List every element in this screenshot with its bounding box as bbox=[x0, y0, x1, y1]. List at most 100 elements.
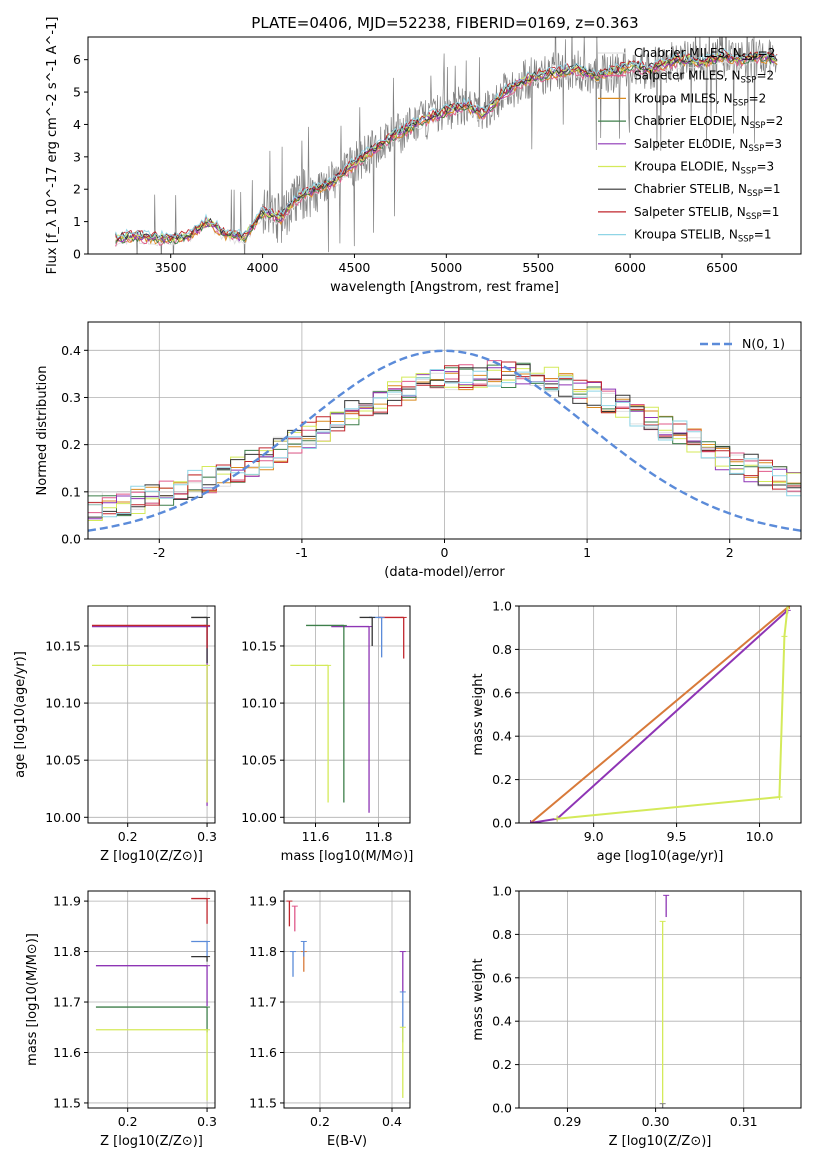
y-axis-label: mass weight bbox=[471, 958, 486, 1040]
legend-suffix: =2 bbox=[766, 114, 784, 128]
age-vs-mass-panel: 11.6 11.8 10.00 10.05 10.10 10.15 mass [log10(… bbox=[241, 605, 414, 864]
legend-entry-label: Salpeter MILES, NSSP=2 bbox=[634, 69, 774, 86]
y-tick-label: 11.9 bbox=[53, 894, 81, 909]
x-axis-label: (data-model)/error bbox=[384, 565, 505, 580]
y-tick-label: 0.3 bbox=[61, 390, 81, 405]
y-tick-label: 11.7 bbox=[249, 995, 277, 1010]
y-tick-label: 10.15 bbox=[45, 638, 81, 653]
y-tick-label: 10.00 bbox=[45, 810, 81, 825]
x-tick-label: 0 bbox=[441, 545, 449, 560]
legend-suffix: =3 bbox=[756, 160, 774, 174]
x-tick-label: 4000 bbox=[247, 260, 279, 275]
cumulative-weight-marker bbox=[786, 606, 793, 609]
y-axis-label: age [log10(age/yr)] bbox=[13, 651, 28, 778]
y-tick-label: 0.0 bbox=[492, 816, 512, 831]
y-tick-label: 5 bbox=[73, 85, 81, 100]
cumulative-weight-marker bbox=[784, 606, 791, 609]
axes-frame bbox=[283, 890, 411, 1109]
x-tick-label: 11.8 bbox=[365, 829, 393, 844]
y-axis-label: mass weight bbox=[471, 673, 486, 755]
y-tick-label: 0.8 bbox=[492, 927, 512, 942]
x-tick-label: 9.5 bbox=[667, 829, 687, 844]
x-axis-label: Z [log10(Z/Z⊙)] bbox=[609, 1134, 712, 1149]
axes-frame bbox=[518, 890, 802, 1109]
plot-area bbox=[659, 894, 670, 1108]
y-tick-label: 0.4 bbox=[492, 729, 512, 744]
x-tick-label: 2 bbox=[726, 545, 734, 560]
cumulative-weight-marker bbox=[776, 793, 783, 800]
y-tick-label: 10.10 bbox=[241, 696, 277, 711]
legend-entry-label: Kroupa MILES, NSSP=2 bbox=[634, 91, 766, 108]
plot-area bbox=[115, 37, 778, 254]
legend-entry-label: Kroupa STELIB, NSSP=1 bbox=[634, 228, 772, 245]
figure-title: PLATE=0406, MJD=52238, FIBERID=0169, z=0… bbox=[251, 14, 638, 32]
plot-area bbox=[91, 616, 211, 806]
axes-frame bbox=[87, 605, 216, 824]
y-axis-label: mass [log10(M/M⊙)] bbox=[25, 933, 40, 1066]
x-tick-label: 1 bbox=[583, 545, 591, 560]
legend-subscript: SSP bbox=[738, 235, 754, 245]
legend-suffix: =3 bbox=[764, 137, 782, 151]
mass-weight-vs-age-panel: 9.0 9.5 10.0 0.0 0.2 0.4 0.6 0.8 1.0 age [log10(a… bbox=[471, 599, 802, 864]
axes-frame bbox=[87, 890, 216, 1109]
y-tick-label: 0.4 bbox=[61, 343, 81, 358]
x-tick-label: 11.6 bbox=[302, 829, 330, 844]
y-tick-label: 11.8 bbox=[53, 944, 81, 959]
x-tick-label: 6000 bbox=[614, 260, 646, 275]
y-tick-label: 0.6 bbox=[492, 685, 512, 700]
x-tick-label: 5500 bbox=[522, 260, 554, 275]
y-tick-label: 0.1 bbox=[61, 484, 81, 499]
mass-vs-metallicity-panel: 0.2 0.3 11.5 11.6 11.7 11.8 11.9 Z [log10(Z/Z⊙)… bbox=[25, 890, 217, 1149]
legend-entry-label: Salpeter ELODIE, NSSP=3 bbox=[634, 137, 782, 154]
y-tick-label: 1.0 bbox=[492, 599, 512, 614]
y-tick-label: 0.0 bbox=[61, 532, 81, 547]
plot-area bbox=[95, 897, 211, 1101]
plot-area bbox=[527, 606, 793, 823]
legend-subscript: SSP bbox=[742, 53, 758, 63]
x-axis-label: E(B-V) bbox=[327, 1134, 367, 1149]
y-tick-label: 10.05 bbox=[45, 753, 81, 768]
cumulative-weight-marker bbox=[781, 633, 788, 640]
x-tick-label: 0.2 bbox=[310, 1114, 330, 1129]
legend-entry-label: Salpeter STELIB, NSSP=1 bbox=[634, 205, 779, 222]
legend-suffix: =1 bbox=[754, 228, 772, 242]
cumulative-weight-marker bbox=[554, 815, 561, 822]
y-tick-label: 10.05 bbox=[241, 753, 277, 768]
legend-suffix: =2 bbox=[756, 69, 774, 83]
y-tick-label: 0.6 bbox=[492, 970, 512, 985]
x-tick-label: 6500 bbox=[706, 260, 738, 275]
y-tick-label: 0.8 bbox=[492, 642, 512, 657]
plot-area bbox=[88, 349, 801, 532]
legend-subscript: SSP bbox=[741, 167, 757, 177]
x-tick-label: 0.3 bbox=[197, 829, 217, 844]
legend-suffix: =2 bbox=[749, 91, 767, 105]
y-tick-label: 11.9 bbox=[249, 894, 277, 909]
legend-subscript: SSP bbox=[750, 121, 766, 131]
x-axis-label: age [log10(age/yr)] bbox=[597, 849, 724, 864]
y-tick-label: 10.15 bbox=[241, 638, 277, 653]
x-axis-label: Z [log10(Z/Z⊙)] bbox=[100, 849, 203, 864]
y-tick-label: 11.6 bbox=[53, 1045, 81, 1060]
x-tick-label: 5000 bbox=[430, 260, 462, 275]
y-tick-label: 0.2 bbox=[61, 437, 81, 452]
y-tick-label: 11.5 bbox=[249, 1095, 277, 1110]
spectrum-panel: 3500 4000 4500 5000 5500 6000 6500 0 1 2 3 4 5 6 wavel… bbox=[45, 17, 802, 295]
legend-suffix: =1 bbox=[763, 182, 781, 196]
y-tick-label: 0.4 bbox=[492, 1014, 512, 1029]
plot-area bbox=[290, 616, 407, 813]
y-tick-label: 0.2 bbox=[492, 1057, 512, 1072]
legend-entry-label: Chabrier ELODIE, NSSP=2 bbox=[634, 114, 783, 131]
y-tick-label: 2 bbox=[73, 182, 81, 197]
y-tick-label: 10.00 bbox=[241, 810, 277, 825]
x-tick-label: 0.3 bbox=[197, 1114, 217, 1129]
legend-suffix: =2 bbox=[758, 46, 776, 60]
model-line-8 bbox=[115, 48, 778, 240]
x-tick-label: 3500 bbox=[155, 260, 187, 275]
x-axis-label: mass [log10(M/M⊙)] bbox=[281, 849, 414, 864]
y-axis-label: Normed distribution bbox=[35, 366, 50, 496]
legend-subscript: SSP bbox=[741, 76, 757, 86]
cumulative-weight-line-2 bbox=[557, 606, 789, 820]
age-vs-metallicity-panel: 0.2 0.3 10.00 10.05 10.10 10.15 Z [log10(Z/Z⊙)… bbox=[13, 605, 217, 864]
x-tick-label: 9.0 bbox=[584, 829, 604, 844]
legend-subscript: SSP bbox=[746, 212, 762, 222]
